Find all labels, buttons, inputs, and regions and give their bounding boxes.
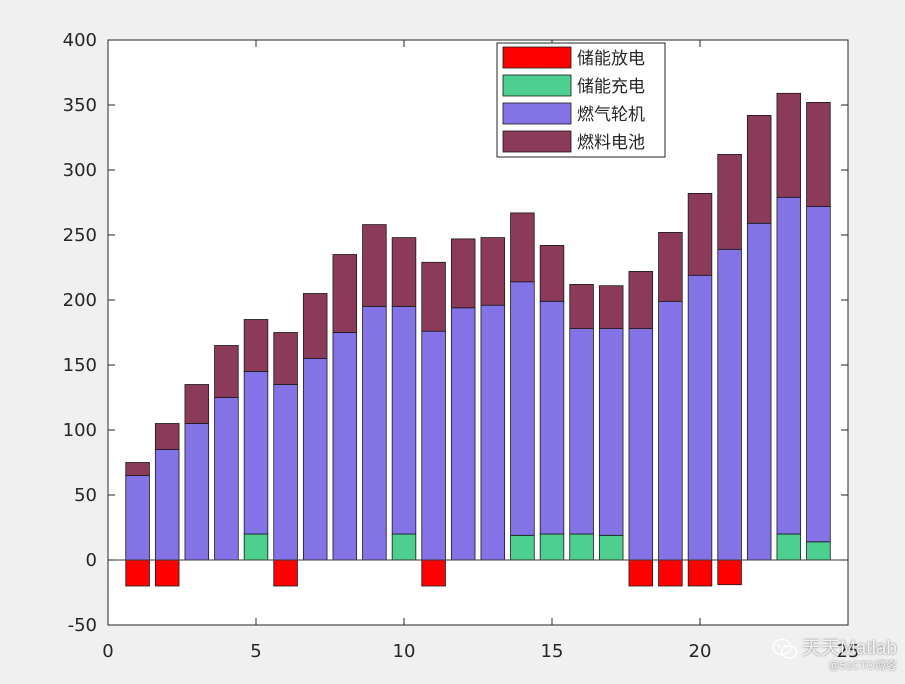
wechat-icon (772, 639, 798, 660)
x-tick-label: 5 (250, 641, 261, 662)
x-tick-label: 10 (393, 641, 416, 662)
bar-segment-2-x15 (539, 533, 565, 561)
bar-segment-4-x19 (658, 231, 683, 302)
bar-segment-2-x17 (598, 534, 624, 561)
y-tick-label: 400 (63, 30, 97, 51)
bar-segment-4-x6 (273, 332, 298, 385)
bar-segment-4-x11 (421, 261, 446, 332)
legend-label-1: 储能放电 (577, 49, 645, 69)
bar-segment-1-x6 (273, 559, 298, 587)
bar-segment-2-x10 (391, 533, 417, 561)
bar-segment-1-x21 (717, 559, 742, 586)
watermark: 天天Matlab @51CTO博客 (772, 638, 897, 673)
bar-segment-4-x20 (687, 192, 713, 276)
x-tick-label: 20 (689, 641, 712, 662)
bar-segment-4-x12 (450, 238, 476, 309)
bar-segment-3-x7 (302, 358, 328, 561)
bar-segment-3-x4 (214, 397, 239, 561)
bar-segment-1-x20 (687, 559, 713, 587)
legend-label-3: 燃气轮机 (577, 105, 645, 125)
bar-segment-3-x21 (717, 248, 742, 561)
bar-segment-1-x2 (154, 559, 180, 587)
bar-segment-3-x19 (658, 300, 683, 561)
bar-segment-4-x14 (510, 212, 535, 283)
bar-segment-3-x5 (243, 371, 269, 535)
y-tick-label: 350 (63, 95, 97, 116)
bar-segment-1-x1 (125, 559, 150, 587)
bar-segment-3-x11 (421, 330, 446, 561)
bar-segment-2-x14 (510, 534, 535, 561)
bar-segment-3-x22 (746, 222, 772, 561)
y-tick-label: 300 (63, 160, 97, 181)
bar-segment-4-x23 (776, 92, 802, 198)
bar-segment-3-x20 (687, 274, 713, 561)
bar-segment-4-x7 (302, 293, 328, 359)
y-tick-label: 0 (86, 550, 97, 571)
bar-segment-4-x16 (569, 283, 594, 329)
bar-segment-3-x18 (628, 328, 654, 561)
bar-segment-4-x13 (480, 237, 506, 306)
legend-label-2: 储能充电 (577, 77, 645, 97)
bar-segment-3-x23 (776, 196, 802, 535)
legend-swatch-4 (502, 130, 572, 153)
bar-segment-3-x2 (154, 449, 180, 561)
bar-segment-1-x19 (658, 559, 683, 587)
bar-segment-3-x12 (450, 307, 476, 561)
bar-segment-4-x17 (598, 285, 624, 330)
bar-segment-2-x5 (243, 533, 269, 561)
bar-segment-4-x5 (243, 319, 269, 372)
y-tick-label: 250 (63, 225, 97, 246)
bar-segment-3-x3 (184, 423, 210, 561)
bar-segment-3-x13 (480, 304, 506, 561)
bar-segment-4-x22 (746, 115, 772, 224)
legend-swatch-2 (502, 74, 572, 97)
legend-swatch-1 (502, 46, 572, 69)
bar-segment-4-x2 (154, 423, 180, 450)
bar-segment-4-x4 (214, 345, 239, 398)
bar-segment-4-x9 (362, 224, 387, 307)
bar-segment-4-x21 (717, 153, 742, 250)
plot-frame (107, 39, 849, 626)
watermark-channel: 天天Matlab (801, 638, 897, 660)
bar-segment-3-x10 (391, 306, 417, 535)
bar-segment-4-x15 (539, 244, 565, 302)
bar-segment-4-x18 (628, 270, 654, 329)
y-tick-label: 50 (74, 485, 97, 506)
x-tick-label: 25 (837, 641, 860, 662)
y-tick-label: 200 (63, 290, 97, 311)
bar-segment-3-x1 (125, 475, 150, 561)
bar-segment-4-x1 (125, 462, 150, 476)
bar-segment-1-x11 (421, 559, 446, 587)
bar-segment-4-x8 (332, 254, 358, 333)
bar-segment-2-x16 (569, 533, 594, 561)
watermark-source: @51CTO博客 (828, 660, 897, 673)
bar-segment-3-x14 (510, 281, 535, 536)
y-tick-label: 100 (63, 420, 97, 441)
x-tick-label: 15 (541, 641, 564, 662)
bar-segment-3-x6 (273, 384, 298, 561)
y-tick-label: 150 (63, 355, 97, 376)
bar-segment-4-x3 (184, 384, 210, 424)
bar-segment-3-x15 (539, 300, 565, 535)
bar-segment-1-x18 (628, 559, 654, 587)
bar-segment-3-x8 (332, 332, 358, 561)
bar-segment-3-x16 (569, 328, 594, 535)
legend-swatch-3 (502, 102, 572, 125)
bar-segment-4-x10 (391, 237, 417, 307)
bars-layer (125, 92, 831, 587)
bar-segment-2-x24 (806, 541, 831, 561)
bar-segment-3-x24 (806, 205, 831, 543)
bar-segment-3-x17 (598, 328, 624, 536)
legend-label-4: 燃料电池 (577, 133, 645, 153)
y-tick-label: -50 (68, 615, 97, 636)
bar-segment-3-x9 (362, 306, 387, 561)
x-tick-label: 0 (102, 641, 113, 662)
bar-segment-2-x23 (776, 533, 802, 561)
bar-segment-4-x24 (806, 102, 831, 207)
